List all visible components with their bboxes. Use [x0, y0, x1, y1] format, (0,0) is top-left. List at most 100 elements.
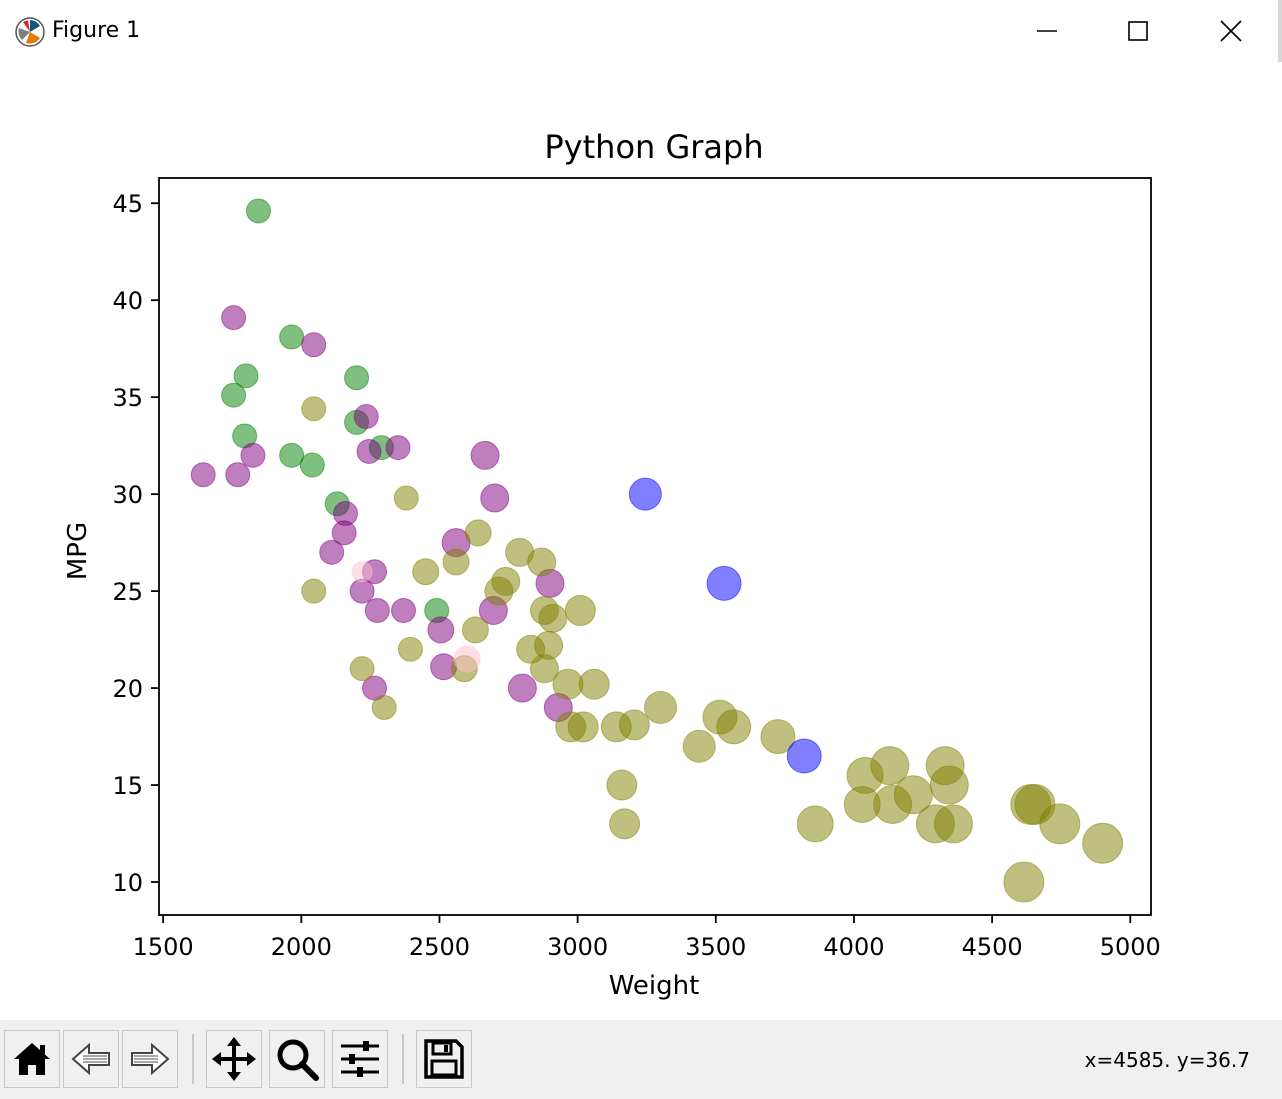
data-point-olive — [1082, 822, 1124, 864]
scatter-chart[interactable]: 1500 2000 2500 3000 3500 4000 4500 5000 10 15 20 25… — [0, 62, 1282, 1020]
data-point-green — [245, 198, 271, 224]
data-point-olive — [644, 690, 678, 724]
x-tick-label: 2500 — [409, 933, 470, 961]
minimize-button[interactable] — [1001, 0, 1093, 62]
home-icon — [14, 1043, 50, 1075]
configure-subplots-icon — [341, 1041, 379, 1077]
y-tick-label: 20 — [112, 675, 143, 703]
data-point-green — [299, 452, 325, 478]
data-point-olive — [564, 595, 596, 627]
data-point-olive — [393, 485, 419, 511]
data-point-olive — [618, 709, 650, 741]
save-floppy-icon — [424, 1039, 464, 1079]
data-point-purple — [480, 483, 510, 513]
y-axis-label: MPG — [63, 522, 93, 580]
x-tick-label: 3500 — [685, 933, 746, 961]
close-button[interactable] — [1185, 0, 1277, 62]
data-point-purple — [470, 440, 500, 470]
data-point-olive — [301, 396, 327, 422]
data-point-green — [233, 363, 259, 389]
y-tick-label: 15 — [112, 772, 143, 800]
data-point-olive — [716, 709, 752, 745]
data-point-olive — [397, 636, 423, 662]
zoom-button[interactable] — [269, 1030, 325, 1088]
back-arrow-icon — [71, 1042, 110, 1076]
data-point-purple — [356, 438, 382, 464]
toolbar-separator — [402, 1034, 404, 1084]
minimize-icon — [1037, 30, 1057, 32]
data-point-purple — [301, 332, 327, 358]
window-title: Figure 1 — [52, 18, 141, 43]
data-point-green — [344, 365, 370, 391]
x-axis-label: Weight — [609, 971, 700, 1001]
toolbar-separator — [192, 1034, 194, 1084]
back-button[interactable] — [63, 1030, 119, 1088]
x-tick-label: 1500 — [133, 933, 194, 961]
axis-ticks: 1500 2000 2500 3000 3500 4000 4500 5000 10 15 20 25… — [112, 190, 1160, 961]
data-point-purple — [391, 598, 417, 624]
data-point-purple — [385, 435, 411, 461]
data-point-green — [279, 324, 305, 350]
figure-canvas[interactable]: 1500 2000 2500 3000 3500 4000 4500 5000 10 15 20 25… — [0, 62, 1282, 1020]
data-point-olive — [301, 578, 327, 604]
forward-arrow-icon — [131, 1042, 170, 1076]
data-point-purple — [319, 539, 345, 565]
data-point-purple — [349, 578, 375, 604]
data-point-olive — [1039, 803, 1081, 845]
data-point-olive — [484, 576, 514, 606]
data-point-purple — [190, 462, 216, 488]
data-point-olive — [682, 729, 716, 763]
data-point-purple — [427, 616, 455, 644]
data-point-olive — [464, 519, 492, 547]
data-point-olive — [461, 616, 489, 644]
data-point-olive — [552, 668, 584, 700]
navigation-toolbar: x=4585. y=36.7 — [0, 1020, 1282, 1099]
data-point-olive — [933, 804, 973, 844]
data-point-olive — [760, 719, 796, 755]
data-point-olive — [609, 808, 641, 840]
y-tick-label: 30 — [112, 481, 143, 509]
data-point-purple — [364, 598, 390, 624]
data-point-olive — [538, 603, 568, 633]
forward-button[interactable] — [122, 1030, 178, 1088]
data-point-olive — [567, 711, 599, 743]
zoom-magnifier-icon — [277, 1039, 319, 1081]
data-point-blue — [706, 565, 742, 601]
configure-subplots-button[interactable] — [332, 1030, 388, 1088]
cursor-coordinates: x=4585. y=36.7 — [1084, 1048, 1250, 1072]
data-point-olive — [893, 775, 933, 815]
pan-button[interactable] — [206, 1030, 262, 1088]
data-point-purple — [507, 673, 537, 703]
close-icon — [1220, 20, 1242, 42]
maximize-button[interactable] — [1092, 0, 1184, 62]
data-point-olive — [796, 805, 834, 843]
chart-title: Python Graph — [544, 128, 763, 166]
x-tick-label: 4500 — [962, 933, 1023, 961]
y-tick-label: 25 — [112, 578, 143, 606]
y-tick-label: 40 — [112, 287, 143, 315]
data-point-green — [279, 442, 305, 468]
data-point-purple — [353, 404, 379, 430]
x-tick-label: 4000 — [823, 933, 884, 961]
data-point-olive — [606, 769, 638, 801]
data-point-olive — [1003, 861, 1045, 903]
data-point-olive — [412, 558, 440, 586]
matplotlib-icon — [15, 17, 45, 47]
pan-move-icon — [212, 1037, 256, 1081]
data-point-purple — [331, 520, 357, 546]
home-button[interactable] — [4, 1030, 60, 1088]
x-tick-label: 5000 — [1100, 933, 1161, 961]
data-point-purple — [240, 442, 266, 468]
save-button[interactable] — [416, 1030, 472, 1088]
data-point-green — [221, 382, 247, 408]
data-point-blue — [786, 738, 822, 774]
data-point-olive — [529, 654, 559, 684]
window-titlebar: Figure 1 — [0, 0, 1282, 62]
data-point-olive — [371, 694, 397, 720]
data-point-purple — [225, 462, 251, 488]
plot-frame — [158, 177, 1152, 916]
y-tick-label: 10 — [112, 869, 143, 897]
data-point-olive — [527, 547, 557, 577]
maximize-icon — [1128, 21, 1148, 41]
x-tick-label: 3000 — [547, 933, 608, 961]
